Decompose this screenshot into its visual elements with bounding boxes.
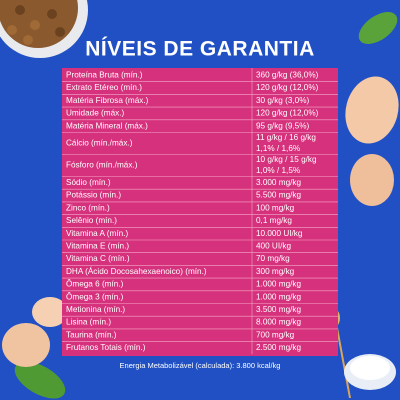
row-value: 0,1 mg/kg <box>256 216 292 225</box>
row-label: Proteína Bruta (mín.) <box>66 71 143 80</box>
row-value: 2.500 mg/kg <box>256 343 302 352</box>
row-label: Lisina (mín.) <box>66 318 111 327</box>
spinach-leaf <box>14 12 398 399</box>
table-background <box>62 68 338 356</box>
row-label: DHA (Ácido Docosahexaenoico) (mín.) <box>66 266 207 276</box>
table: Proteína Bruta (mín.) 360 g/kg (36,0%) Ext… <box>62 68 338 355</box>
row-label: Vitamina E (mín.) <box>66 242 129 251</box>
row-label: Matéria Fibrosa (máx.) <box>66 96 149 105</box>
row-label: Selênio (mín.) <box>66 216 117 225</box>
row-label: Potássio (mín.) <box>66 191 121 200</box>
row-label: Extrato Etéreo (mín.) <box>66 83 142 92</box>
row-label: Vitamina A (mín.) <box>66 229 128 238</box>
yogurt-bowl <box>344 354 396 390</box>
row-label: Umidade (máx.) <box>66 109 125 118</box>
row-value: 1.000 mg/kg <box>256 280 302 289</box>
row-value: 1.000 mg/kg <box>256 292 302 301</box>
kibble-bowl <box>0 0 88 58</box>
title: NÍVEIS DE GARANTIA <box>85 38 315 61</box>
row-value: 1,1% / 1,6% <box>256 144 300 153</box>
row-value: 95 g/kg (9,5%) <box>256 121 310 130</box>
row-label: Vitamina C (mín.) <box>66 254 130 263</box>
row-value: 120 g/kg (12,0%) <box>256 83 319 92</box>
row-value: 100 mg/kg <box>256 203 295 212</box>
row-value: 3.500 mg/kg <box>256 305 302 314</box>
row-value: 30 g/kg (3,0%) <box>256 96 310 105</box>
row-value: 360 g/kg (36,0%) <box>256 71 319 80</box>
row-label: Frutanos Totais (mín.) <box>66 343 146 352</box>
row-value: 300 mg/kg <box>256 267 295 276</box>
row-label: Cálcio (mín./máx.) <box>66 139 133 148</box>
row-label: Matéria Mineral (máx.) <box>66 121 148 130</box>
row-label: Ômega 3 (mín.) <box>66 291 124 301</box>
row-value: 700 mg/kg <box>256 330 295 339</box>
row-label: Zinco (mín.) <box>66 203 110 212</box>
row-label: Metionina (mín.) <box>66 305 125 314</box>
row-value: 120 g/kg (12,0%) <box>256 109 319 118</box>
footer-note: Energia Metabolizável (calculada): 3.800… <box>120 361 281 370</box>
row-value: 10.000 UI/kg <box>256 229 303 238</box>
row-value: 400 UI/kg <box>256 242 291 251</box>
chicken-piece <box>2 76 399 367</box>
row-value: 70 mg/kg <box>256 254 290 263</box>
row-value: 3.000 mg/kg <box>256 178 302 187</box>
row-value: 8.000 mg/kg <box>256 318 302 327</box>
row-value: 5.500 mg/kg <box>256 191 302 200</box>
row-value: 1,0% / 1,5% <box>256 166 300 175</box>
row-label: Ômega 6 (mín.) <box>66 279 124 289</box>
row-label: Taurina (mín.) <box>66 330 117 339</box>
row-label: Sódio (mín.) <box>66 178 111 187</box>
row-value: 10 g/kg / 15 g/kg <box>256 155 317 164</box>
row-value: 11 g/kg / 16 g/kg <box>256 133 316 142</box>
row-label: Fósforo (mín./máx.) <box>66 161 138 170</box>
